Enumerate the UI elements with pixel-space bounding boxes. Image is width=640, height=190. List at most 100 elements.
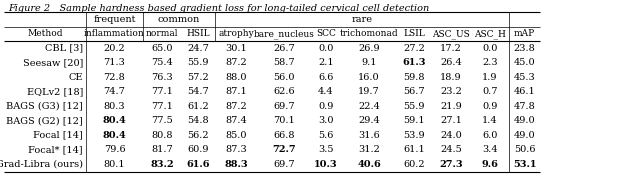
Text: 57.2: 57.2 [187, 73, 209, 82]
Text: 80.3: 80.3 [104, 102, 125, 111]
Text: 31.2: 31.2 [358, 145, 380, 154]
Text: 65.0: 65.0 [151, 44, 173, 53]
Text: 88.0: 88.0 [225, 73, 247, 82]
Text: Focal* [14]: Focal* [14] [28, 145, 83, 154]
Text: CBL [3]: CBL [3] [45, 44, 83, 53]
Text: 77.1: 77.1 [151, 102, 173, 111]
Text: 26.7: 26.7 [273, 44, 295, 53]
Text: 5.6: 5.6 [318, 131, 333, 140]
Text: 16.0: 16.0 [358, 73, 380, 82]
Text: 31.6: 31.6 [358, 131, 380, 140]
Text: 71.3: 71.3 [104, 58, 125, 67]
Text: 85.0: 85.0 [225, 131, 247, 140]
Text: Method: Method [28, 29, 63, 39]
Text: HSIL: HSIL [186, 29, 210, 39]
Text: bare_nucleus: bare_nucleus [253, 29, 314, 39]
Text: 61.2: 61.2 [187, 102, 209, 111]
Text: 80.1: 80.1 [104, 160, 125, 169]
Text: Seesaw [20]: Seesaw [20] [22, 58, 83, 67]
Text: 49.0: 49.0 [514, 131, 535, 140]
Text: 47.8: 47.8 [514, 102, 536, 111]
Text: 45.0: 45.0 [514, 58, 535, 67]
Text: 49.0: 49.0 [514, 116, 535, 125]
Text: 10.3: 10.3 [314, 160, 338, 169]
Text: 19.7: 19.7 [358, 87, 380, 96]
Text: 81.7: 81.7 [151, 145, 173, 154]
Text: 0.9: 0.9 [318, 102, 333, 111]
Text: 72.8: 72.8 [104, 73, 125, 82]
Text: 2.1: 2.1 [318, 58, 334, 67]
Text: 3.5: 3.5 [318, 145, 333, 154]
Text: 55.9: 55.9 [403, 102, 425, 111]
Text: 61.3: 61.3 [403, 58, 426, 67]
Text: 0.0: 0.0 [318, 44, 333, 53]
Text: 69.7: 69.7 [273, 102, 295, 111]
Text: 46.1: 46.1 [514, 87, 536, 96]
Text: 0.9: 0.9 [483, 102, 498, 111]
Text: 87.3: 87.3 [225, 145, 247, 154]
Text: 30.1: 30.1 [225, 44, 247, 53]
Text: trichomonad: trichomonad [340, 29, 398, 39]
Text: 60.2: 60.2 [403, 160, 425, 169]
Text: SCC: SCC [316, 29, 336, 39]
Text: 80.8: 80.8 [151, 131, 173, 140]
Text: 21.9: 21.9 [440, 102, 462, 111]
Text: common: common [158, 15, 200, 24]
Text: 59.1: 59.1 [403, 116, 425, 125]
Text: 26.4: 26.4 [440, 58, 462, 67]
Text: ASC_H: ASC_H [474, 29, 506, 39]
Text: 77.1: 77.1 [151, 87, 173, 96]
Text: 22.4: 22.4 [358, 102, 380, 111]
Text: 54.7: 54.7 [187, 87, 209, 96]
Text: 87.2: 87.2 [225, 102, 247, 111]
Text: 1.4: 1.4 [482, 116, 498, 125]
Text: normal: normal [146, 29, 179, 39]
Text: LSIL: LSIL [403, 29, 425, 39]
Text: 80.4: 80.4 [102, 131, 126, 140]
Text: 87.1: 87.1 [225, 87, 247, 96]
Text: CE: CE [68, 73, 83, 82]
Text: 60.9: 60.9 [188, 145, 209, 154]
Text: 26.9: 26.9 [358, 44, 380, 53]
Text: 9.6: 9.6 [481, 160, 499, 169]
Text: 66.8: 66.8 [273, 131, 295, 140]
Text: 24.0: 24.0 [440, 131, 462, 140]
Text: 9.1: 9.1 [361, 58, 377, 67]
Text: 24.7: 24.7 [187, 44, 209, 53]
Text: Grad-Libra (ours): Grad-Libra (ours) [0, 160, 83, 169]
Text: 87.4: 87.4 [225, 116, 247, 125]
Text: BAGS (G2) [12]: BAGS (G2) [12] [6, 116, 83, 125]
Text: 0.0: 0.0 [483, 44, 498, 53]
Text: ASC_US: ASC_US [432, 29, 470, 39]
Text: Figure 2   Sample hardness based gradient loss for long-tailed cervical cell det: Figure 2 Sample hardness based gradient … [8, 4, 429, 13]
Text: 3.0: 3.0 [318, 116, 333, 125]
Text: 23.8: 23.8 [514, 44, 536, 53]
Text: 27.3: 27.3 [439, 160, 463, 169]
Text: 56.7: 56.7 [403, 87, 425, 96]
Text: 87.2: 87.2 [225, 58, 247, 67]
Text: 76.3: 76.3 [151, 73, 173, 82]
Text: 1.9: 1.9 [483, 73, 498, 82]
Text: 75.4: 75.4 [151, 58, 173, 67]
Text: 70.1: 70.1 [273, 116, 295, 125]
Text: 53.9: 53.9 [403, 131, 425, 140]
Text: 62.6: 62.6 [273, 87, 295, 96]
Text: 56.0: 56.0 [273, 73, 295, 82]
Text: 79.6: 79.6 [104, 145, 125, 154]
Text: 83.2: 83.2 [150, 160, 174, 169]
Text: Focal [14]: Focal [14] [33, 131, 83, 140]
Text: atrophy: atrophy [218, 29, 254, 39]
Text: 45.3: 45.3 [514, 73, 536, 82]
Text: 3.4: 3.4 [482, 145, 498, 154]
Text: 17.2: 17.2 [440, 44, 462, 53]
Text: frequent: frequent [93, 15, 136, 24]
Text: 18.9: 18.9 [440, 73, 462, 82]
Text: 88.3: 88.3 [224, 160, 248, 169]
Text: 59.8: 59.8 [403, 73, 425, 82]
Text: 80.4: 80.4 [102, 116, 126, 125]
Text: 6.6: 6.6 [318, 73, 333, 82]
Text: 29.4: 29.4 [358, 116, 380, 125]
Text: 27.2: 27.2 [403, 44, 425, 53]
Text: 77.5: 77.5 [151, 116, 173, 125]
Text: 61.1: 61.1 [403, 145, 425, 154]
